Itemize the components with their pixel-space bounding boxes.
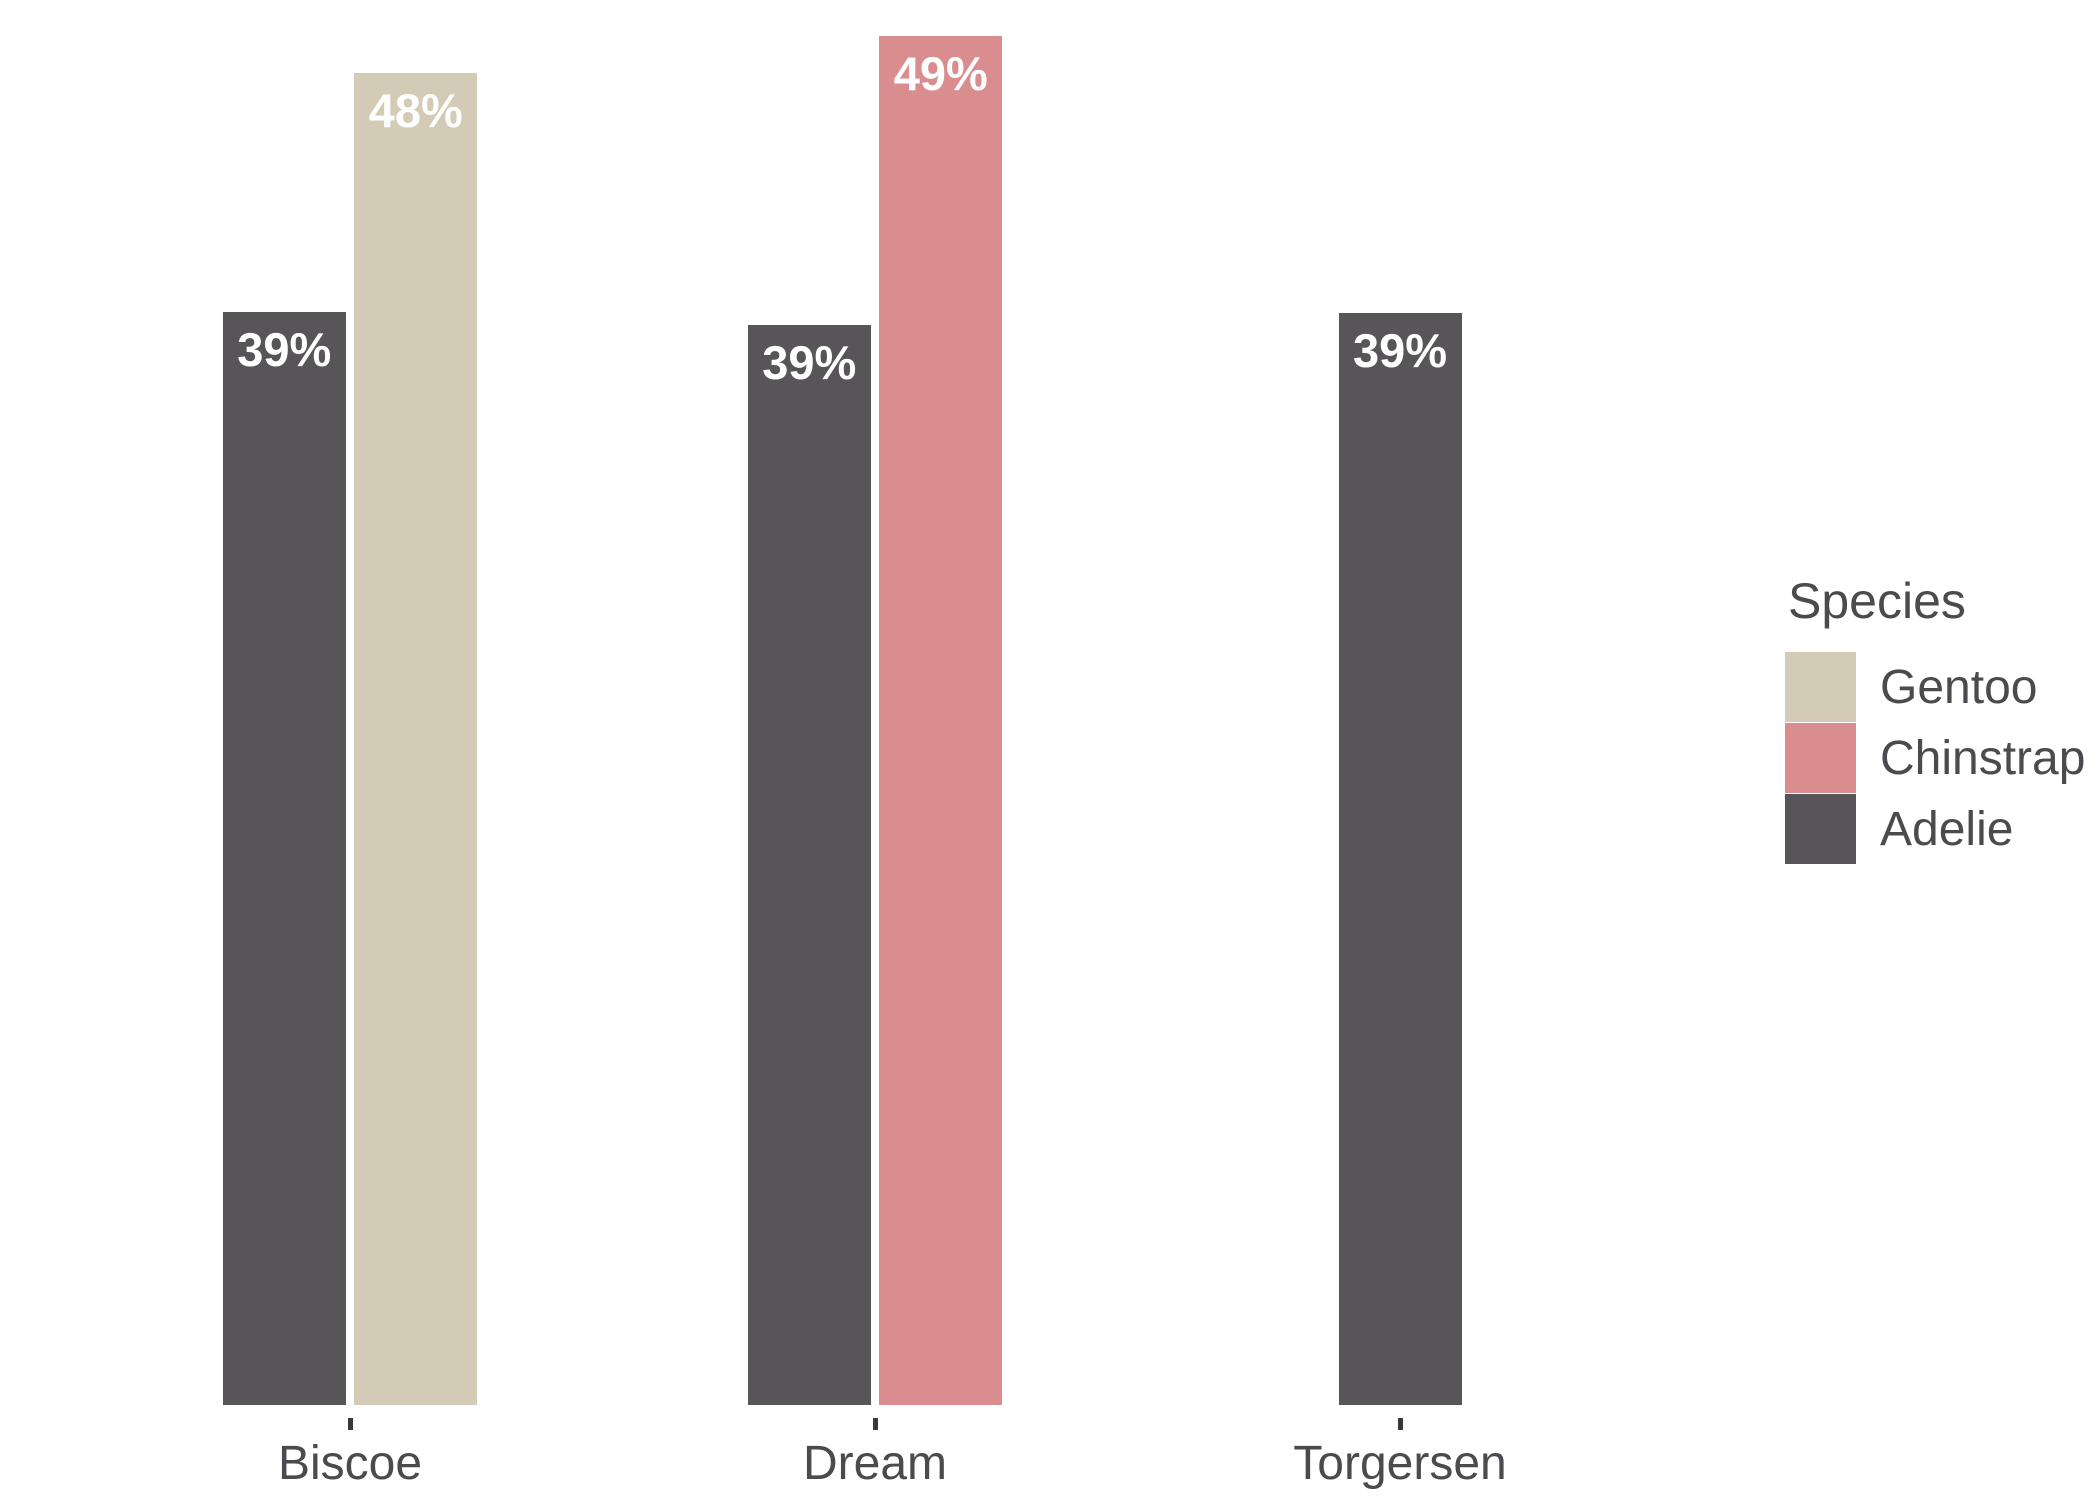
legend-label-gentoo: Gentoo — [1880, 660, 2038, 714]
x-axis-tick-dream — [872, 1418, 878, 1430]
legend-swatch-adelie — [1785, 794, 1856, 864]
bar-torgersen-adelie: 39% — [1338, 312, 1462, 1405]
legend-label-adelie: Adelie — [1880, 802, 2014, 856]
legend-item-gentoo: Gentoo — [1785, 652, 2085, 722]
legend-item-adelie: Adelie — [1785, 794, 2085, 864]
bar-value-label: 39% — [237, 323, 332, 376]
bar-biscoe-adelie: 39% — [222, 312, 346, 1405]
x-axis-label-torgersen: Torgersen — [1293, 1437, 1507, 1490]
legend-swatch-gentoo — [1785, 652, 1856, 722]
bar-value-label: 39% — [762, 336, 857, 390]
bar-dream-adelie: 39% — [747, 325, 871, 1405]
bar-value-label: 48% — [368, 84, 463, 138]
x-axis-label-dream: Dream — [802, 1437, 948, 1490]
legend-items: Gentoo Chinstrap Adelie — [1785, 652, 2085, 864]
bar-biscoe-gentoo: 48% — [354, 73, 478, 1405]
bar-value-label: 39% — [1352, 323, 1448, 377]
x-axis-tick-torgersen — [1397, 1418, 1403, 1430]
legend-item-chinstrap: Chinstrap — [1785, 723, 2085, 793]
x-axis-tick-biscoe — [347, 1418, 353, 1430]
legend-swatch-chinstrap — [1785, 723, 1856, 793]
legend: Species Gentoo Chinstrap Adelie — [1785, 572, 2085, 865]
legend-label-chinstrap: Chinstrap — [1880, 731, 2086, 785]
legend-title: Species — [1788, 573, 1966, 629]
bar-value-label: 49% — [893, 46, 988, 100]
bar-dream-chinstrap: 49% — [879, 35, 1003, 1405]
x-axis-label-biscoe: Biscoe — [277, 1437, 423, 1490]
